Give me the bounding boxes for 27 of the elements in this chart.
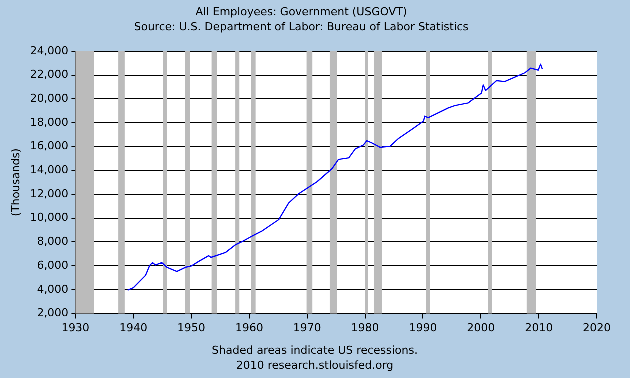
y-tick-label: 8,000 xyxy=(37,235,69,248)
x-tick-label: 1960 xyxy=(235,321,264,334)
y-tick-label: 12,000 xyxy=(30,187,69,200)
text: 2010 research.stlouisfed.org xyxy=(236,358,394,372)
y-tick-label: 4,000 xyxy=(37,282,69,296)
y-axis-title: (Thousands) xyxy=(9,148,22,217)
y-tick-label: 24,000 xyxy=(30,44,69,58)
x-tick-label: 2000 xyxy=(467,321,496,334)
x-tick-label: 1980 xyxy=(351,321,380,334)
x-tick-label: 1990 xyxy=(409,321,438,334)
y-tick-label: 14,000 xyxy=(30,164,69,177)
y-tick-label: 10,000 xyxy=(30,211,69,224)
x-tick-label: 2020 xyxy=(583,321,611,334)
y-tick-label: 22,000 xyxy=(30,68,69,82)
x-tick-label: 1950 xyxy=(178,321,206,334)
y-tick-label: 18,000 xyxy=(30,116,69,129)
x-tick-label: 2010 xyxy=(525,321,554,334)
text: Shaded areas indicate US recessions. xyxy=(212,344,418,357)
y-tick-label: 20,000 xyxy=(30,92,69,105)
y-tick-label: 2,000 xyxy=(37,306,69,320)
x-tick-label: 1940 xyxy=(120,321,148,334)
y-tick-label: 6,000 xyxy=(37,258,69,272)
x-tick-label: 1970 xyxy=(293,321,322,334)
chart-subtitle: Source: U.S. Department of Labor: Bureau of Labor Statistics xyxy=(134,20,470,34)
x-tick-label: 1930 xyxy=(62,321,90,334)
chart-title: All Employees: Government (USGOVT) xyxy=(196,5,408,18)
y-tick-label: 16,000 xyxy=(30,140,69,153)
